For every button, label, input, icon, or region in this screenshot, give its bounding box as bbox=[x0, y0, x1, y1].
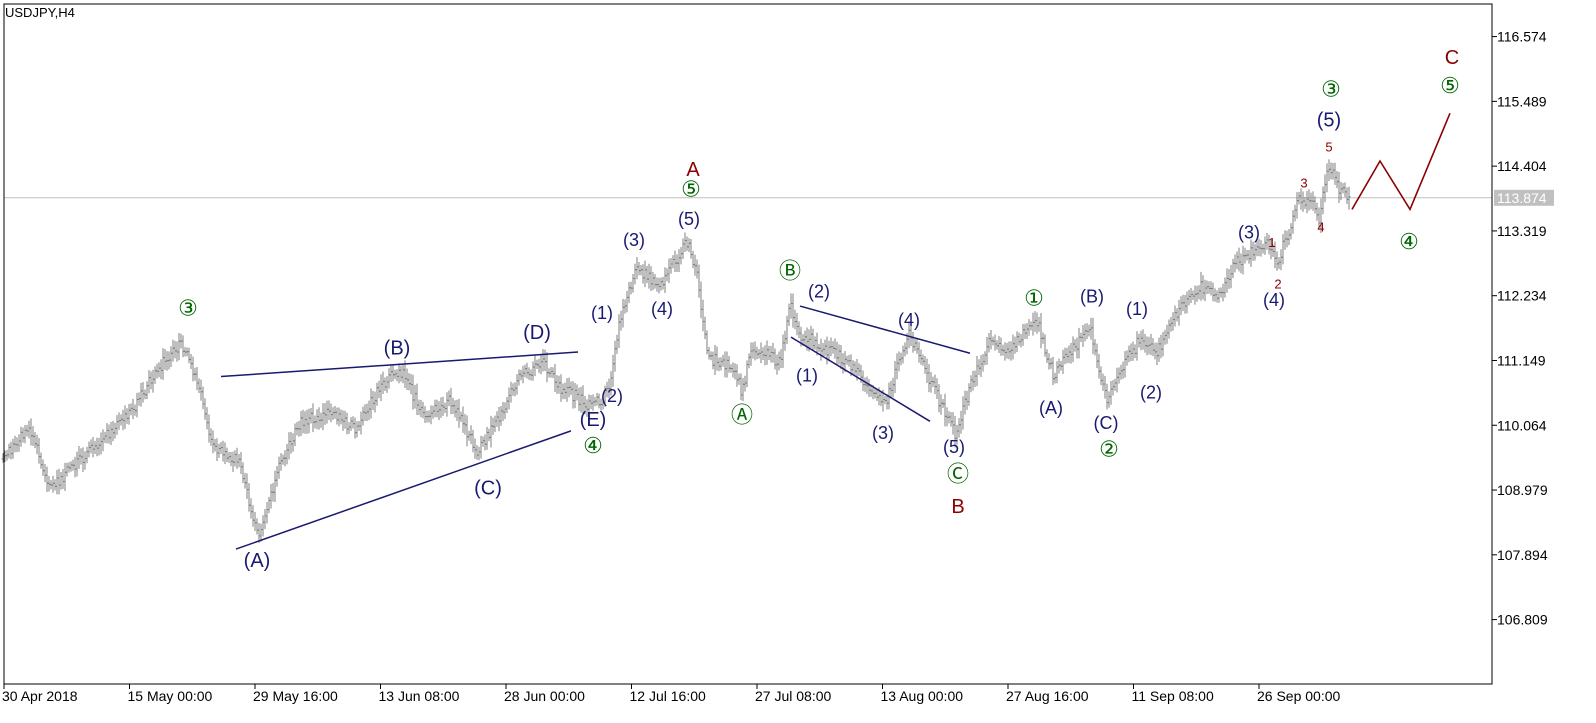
trend-line bbox=[790, 336, 931, 422]
x-tick-label: 29 May 16:00 bbox=[253, 688, 338, 704]
chart-title: USDJPY,H4 bbox=[5, 5, 75, 20]
price-axis: 116.574 115.489 114.404 113.319 112.234 111.1… bbox=[1492, 29, 1554, 628]
wave-label: (2) bbox=[1140, 383, 1162, 403]
trend-line bbox=[799, 305, 971, 354]
wave-label: (4) bbox=[1263, 290, 1285, 310]
wave-label: (3) bbox=[623, 230, 645, 250]
wave-label: ④ bbox=[1399, 229, 1419, 254]
y-tick-label: 110.064 bbox=[1497, 417, 1547, 433]
wave-label: 2 bbox=[1274, 277, 1281, 292]
wave-label: (A) bbox=[244, 550, 271, 572]
wave-label: (D) bbox=[523, 322, 551, 344]
trend-line bbox=[220, 351, 579, 378]
wave-label: (B) bbox=[384, 337, 411, 359]
wave-label: 4 bbox=[1317, 219, 1324, 234]
wave-label: (4) bbox=[651, 299, 673, 319]
y-tick-label: 108.979 bbox=[1497, 482, 1548, 498]
time-axis: 30 Apr 2018 15 May 00:00 29 May 16:00 13 Ju… bbox=[2, 684, 1341, 704]
wave-label: (5) bbox=[678, 209, 700, 229]
wave-label: (1) bbox=[1126, 299, 1148, 319]
y-tick-label: 113.319 bbox=[1497, 223, 1547, 239]
trend-lines bbox=[220, 305, 971, 550]
wave-label: 5 bbox=[1325, 139, 1332, 154]
wave-label: (5) bbox=[943, 437, 965, 457]
wave-labels: ③(A)(B)(C)(D)(E)④(1)(2)(3)(4)(5)⑤AⒶⒷ(2)(… bbox=[178, 47, 1460, 572]
wave-label: Ⓑ bbox=[779, 258, 801, 283]
plot-border bbox=[3, 3, 1493, 685]
y-tick-label: 112.234 bbox=[1497, 288, 1547, 304]
wave-label: (2) bbox=[601, 386, 623, 406]
x-tick-label: 30 Apr 2018 bbox=[2, 688, 78, 704]
wave-label: (3) bbox=[1238, 223, 1260, 243]
wave-label: (5) bbox=[1317, 109, 1341, 131]
forecast-path bbox=[1351, 112, 1451, 212]
x-tick-label: 15 May 00:00 bbox=[128, 688, 213, 704]
wave-label: (1) bbox=[796, 365, 818, 385]
wave-label: 3 bbox=[1300, 176, 1307, 191]
x-tick-label: 11 Sep 08:00 bbox=[1132, 688, 1214, 704]
y-tick-label: 115.489 bbox=[1497, 93, 1547, 109]
wave-label: (B) bbox=[1080, 286, 1104, 306]
y-tick-label: 107.894 bbox=[1497, 547, 1548, 563]
x-tick-label: 27 Aug 16:00 bbox=[1006, 688, 1089, 704]
wave-label: ③ bbox=[1321, 76, 1341, 101]
x-tick-label: 26 Sep 00:00 bbox=[1257, 688, 1341, 704]
x-tick-label: 12 Jul 16:00 bbox=[630, 688, 706, 704]
y-tick-label: 111.149 bbox=[1497, 352, 1546, 368]
wave-label: ① bbox=[1024, 285, 1044, 310]
wave-label: B bbox=[951, 496, 964, 518]
wave-label: ③ bbox=[178, 295, 198, 320]
wave-label: Ⓒ bbox=[947, 461, 969, 486]
price-bars bbox=[1, 159, 1351, 544]
wave-label: (4) bbox=[898, 310, 920, 330]
wave-label: Ⓐ bbox=[731, 402, 753, 427]
wave-label: 1 bbox=[1268, 235, 1275, 250]
wave-label: (2) bbox=[808, 282, 830, 302]
y-tick-label: 116.574 bbox=[1497, 29, 1547, 45]
wave-label: (C) bbox=[474, 478, 502, 500]
wave-label: C bbox=[1445, 47, 1459, 69]
x-tick-label: 13 Jun 08:00 bbox=[379, 688, 460, 704]
x-tick-label: 13 Aug 00:00 bbox=[881, 688, 964, 704]
current-price-label: 113.874 bbox=[1497, 190, 1547, 206]
wave-label: ⑤ bbox=[681, 177, 701, 202]
wave-label: (E) bbox=[580, 409, 607, 431]
wave-label: (A) bbox=[1039, 398, 1063, 418]
wave-label: ⑤ bbox=[1440, 73, 1460, 98]
x-tick-label: 28 Jun 00:00 bbox=[504, 688, 585, 704]
trend-line bbox=[235, 430, 572, 550]
wave-label: (C) bbox=[1094, 413, 1119, 433]
current-price-tag bbox=[1494, 189, 1554, 206]
wave-label: ② bbox=[1099, 436, 1119, 461]
y-tick-label: 106.809 bbox=[1497, 612, 1548, 628]
wave-label: A bbox=[686, 159, 700, 181]
forecast-line bbox=[1351, 112, 1451, 212]
x-tick-label: 27 Jul 08:00 bbox=[755, 688, 831, 704]
y-tick-label: 114.404 bbox=[1497, 158, 1547, 174]
wave-label: (1) bbox=[591, 303, 613, 323]
chart-frame bbox=[3, 3, 1493, 685]
wave-label: ④ bbox=[583, 433, 603, 458]
wave-label: (3) bbox=[872, 423, 894, 443]
